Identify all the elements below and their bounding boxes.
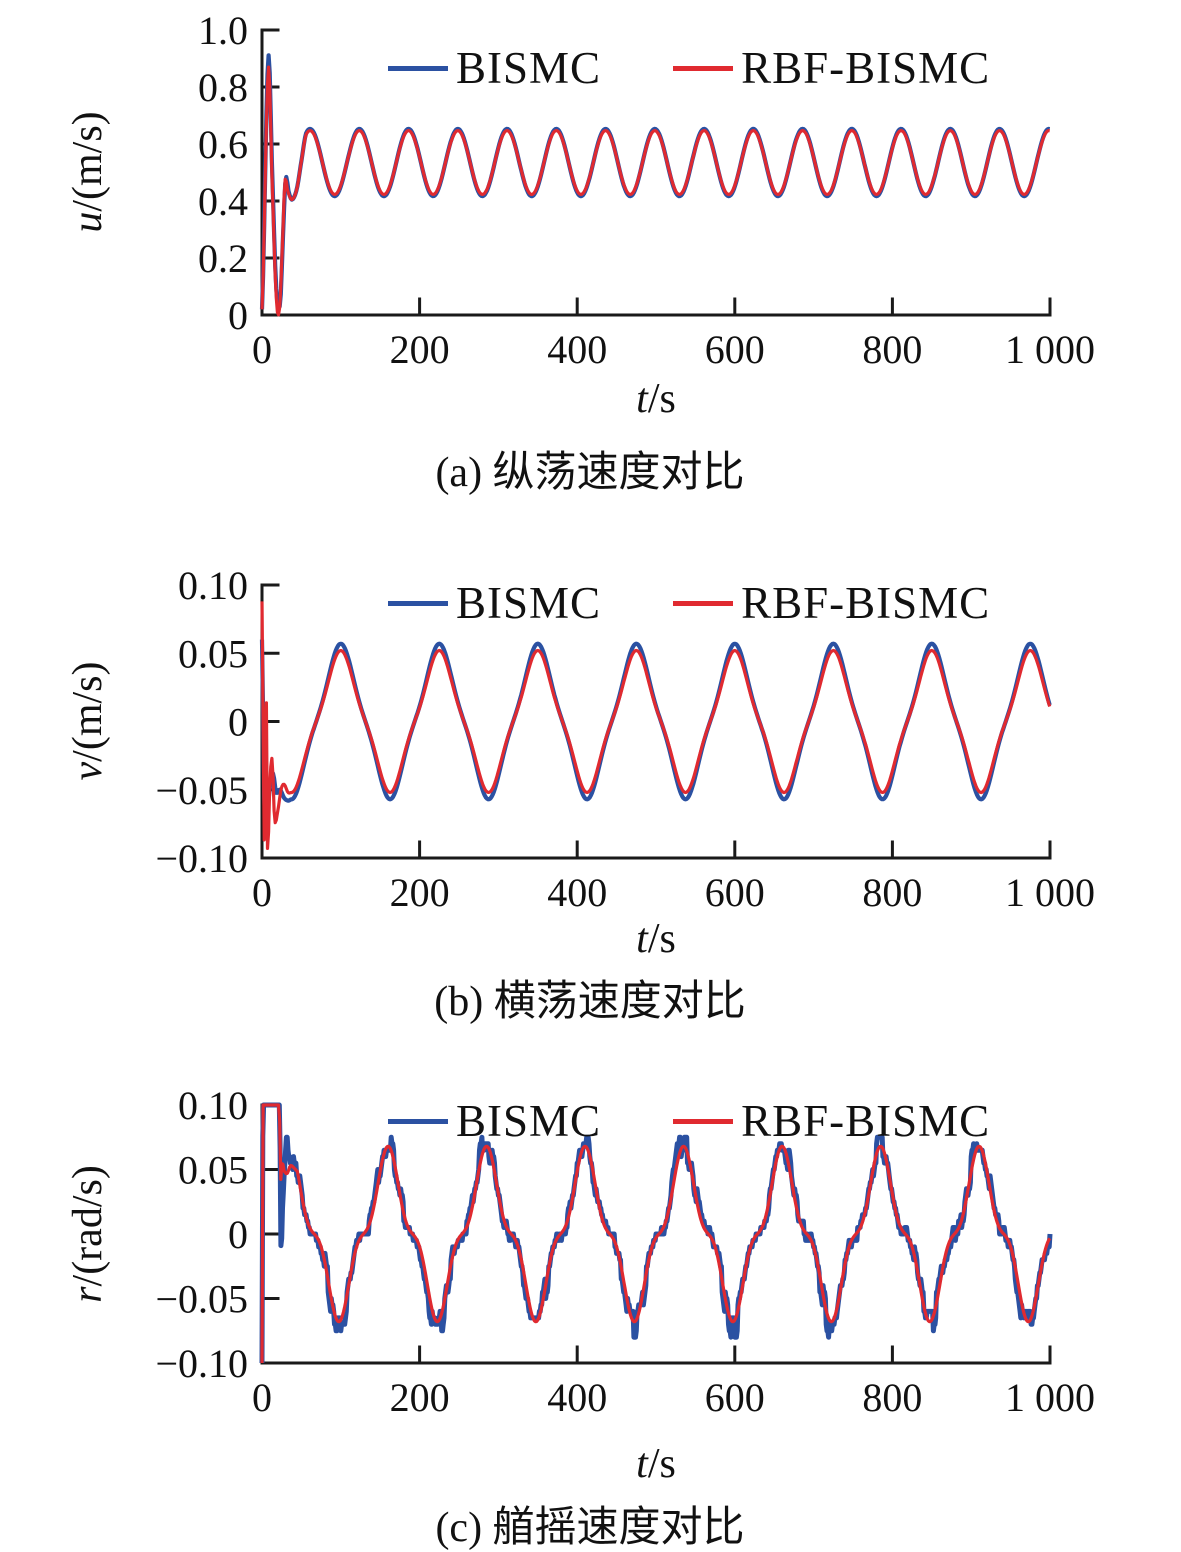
- svg-text:0: 0: [228, 700, 248, 745]
- panel-b: 0 200 400 600 800 1 000 −0.10 −0.05 0 0.05 0.10 v/…: [0, 517, 1181, 1035]
- legend-label-rbf-bismc-b: RBF-BISMC: [741, 578, 991, 628]
- svg-text:0.10: 0.10: [178, 563, 248, 608]
- svg-text:400: 400: [547, 1375, 607, 1420]
- legend-item-bismc-c: BISMC: [388, 1095, 601, 1147]
- legend-line-bismc-icon: [388, 65, 448, 71]
- panel-c: 0 200 400 600 800 1 000 −0.10 −0.05 0 0.05 0.10 r/…: [0, 1035, 1181, 1552]
- svg-text:0: 0: [252, 870, 272, 915]
- svg-text:200: 200: [390, 870, 450, 915]
- legend-line-bismc-icon: [388, 1118, 448, 1124]
- svg-text:0.05: 0.05: [178, 631, 248, 676]
- svg-text:800: 800: [862, 1375, 922, 1420]
- y-axis-variable-b: v: [65, 761, 111, 781]
- svg-text:0: 0: [252, 1375, 272, 1420]
- legend-label-bismc-c: BISMC: [456, 1096, 602, 1146]
- legend-a: BISMC RBF-BISMC: [388, 42, 990, 94]
- legend-c: BISMC RBF-BISMC: [388, 1095, 990, 1147]
- x-axis-unit-a: /s: [647, 376, 676, 422]
- legend-item-rbf-bismc-b: RBF-BISMC: [673, 577, 990, 629]
- svg-text:0.8: 0.8: [198, 65, 248, 110]
- y-axis-unit-a: /(m/s): [65, 111, 111, 212]
- caption-b: (b) 横荡速度对比: [434, 979, 746, 1025]
- svg-text:0.2: 0.2: [198, 236, 248, 281]
- x-axis-label-c: t/s: [262, 1440, 1050, 1488]
- svg-text:0.4: 0.4: [198, 179, 248, 224]
- svg-text:400: 400: [547, 870, 607, 915]
- y-axis-unit-b: /(m/s): [65, 661, 111, 762]
- legend-item-bismc-b: BISMC: [388, 577, 601, 629]
- x-axis-variable-b: t: [636, 916, 648, 962]
- caption-c: (c) 艏摇速度对比: [435, 1505, 745, 1551]
- svg-text:600: 600: [705, 327, 765, 372]
- legend-line-rbf-bismc-icon: [673, 600, 734, 606]
- svg-text:800: 800: [862, 870, 922, 915]
- svg-text:−0.10: −0.10: [155, 1341, 248, 1386]
- svg-text:600: 600: [705, 870, 765, 915]
- caption-a: (a) 纵荡速度对比: [435, 450, 745, 496]
- svg-text:1.0: 1.0: [198, 8, 248, 53]
- panel-a: 0 200 400 600 800 1 000 0 0.2 0.4 0.6 0.8 1.0 u/(m/…: [0, 0, 1181, 517]
- svg-text:−0.05: −0.05: [155, 1277, 248, 1322]
- legend-label-rbf-bismc-a: RBF-BISMC: [741, 43, 991, 93]
- svg-text:0: 0: [228, 1212, 248, 1257]
- svg-text:400: 400: [547, 327, 607, 372]
- legend-label-bismc-b: BISMC: [456, 578, 602, 628]
- legend-label-rbf-bismc-c: RBF-BISMC: [741, 1096, 991, 1146]
- svg-text:0.6: 0.6: [198, 122, 248, 167]
- plot-b-canvas: 0 200 400 600 800 1 000 −0.10 −0.05 0 0.05 0.10: [155, 563, 1095, 915]
- y-axis-variable-c: r: [65, 1286, 111, 1303]
- svg-text:1 000: 1 000: [1005, 870, 1095, 915]
- x-axis-unit-b: /s: [647, 916, 676, 962]
- y-axis-label-b: v/(m/s): [64, 662, 112, 781]
- legend-item-rbf-bismc-c: RBF-BISMC: [673, 1095, 990, 1147]
- svg-text:0: 0: [228, 293, 248, 338]
- svg-text:600: 600: [705, 1375, 765, 1420]
- svg-text:200: 200: [390, 1375, 450, 1420]
- x-axis-label-b: t/s: [262, 915, 1050, 963]
- plot-a-canvas: 0 200 400 600 800 1 000 0 0.2 0.4 0.6 0.8 1.0: [198, 8, 1095, 372]
- y-axis-variable-a: u: [65, 211, 111, 233]
- legend-line-rbf-bismc-icon: [673, 1118, 734, 1124]
- svg-text:0.10: 0.10: [178, 1083, 248, 1128]
- svg-text:1 000: 1 000: [1005, 327, 1095, 372]
- legend-item-rbf-bismc-a: RBF-BISMC: [673, 42, 990, 94]
- legend-item-bismc-a: BISMC: [388, 42, 601, 94]
- x-axis-variable-a: t: [636, 376, 648, 422]
- svg-text:0.05: 0.05: [178, 1148, 248, 1193]
- x-axis-variable-c: t: [636, 1441, 648, 1487]
- x-axis-unit-c: /s: [647, 1441, 676, 1487]
- y-axis-unit-c: /(rad/s): [65, 1165, 111, 1287]
- plot-c-canvas: 0 200 400 600 800 1 000 −0.10 −0.05 0 0.05 0.10: [155, 1083, 1095, 1420]
- legend-line-rbf-bismc-icon: [673, 65, 734, 71]
- svg-text:200: 200: [390, 327, 450, 372]
- svg-text:800: 800: [862, 327, 922, 372]
- svg-text:−0.05: −0.05: [155, 768, 248, 813]
- legend-b: BISMC RBF-BISMC: [388, 577, 990, 629]
- y-axis-label-c: r/(rad/s): [64, 1165, 112, 1303]
- y-axis-label-a: u/(m/s): [64, 111, 112, 232]
- legend-label-bismc-a: BISMC: [456, 43, 602, 93]
- svg-text:1 000: 1 000: [1005, 1375, 1095, 1420]
- svg-text:0: 0: [252, 327, 272, 372]
- svg-text:−0.10: −0.10: [155, 836, 248, 881]
- legend-line-bismc-icon: [388, 600, 448, 606]
- x-axis-label-a: t/s: [262, 375, 1050, 423]
